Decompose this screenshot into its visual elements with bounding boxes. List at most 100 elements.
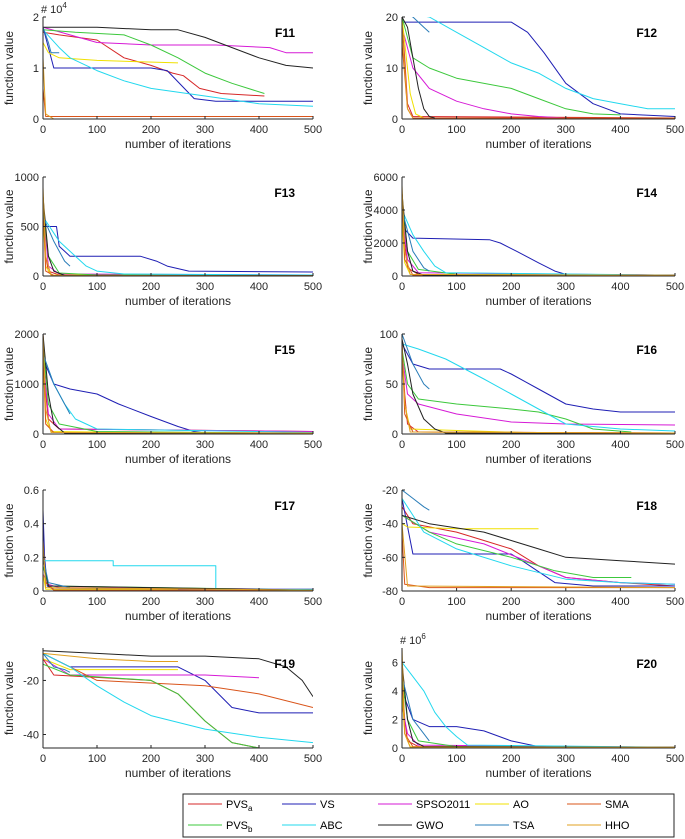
series-line-tsa — [43, 353, 71, 415]
y-tick-label: 0.6 — [24, 485, 39, 497]
panel-f16: 0 100 200 300 400 500 0 50 100 number of iteratio… — [361, 329, 684, 466]
series-line-gwo — [402, 338, 675, 434]
x-tick-label: 500 — [304, 753, 322, 765]
series-line-abc — [43, 29, 313, 107]
series-line-vs — [402, 226, 675, 276]
x-tick-label: 400 — [250, 753, 268, 765]
legend-frame — [182, 793, 675, 838]
series-line-tsa — [43, 27, 60, 54]
plot-area — [43, 334, 313, 434]
plot-area — [402, 334, 675, 434]
axis-multiplier: # 104 — [41, 1, 67, 16]
x-tick-label: 400 — [611, 281, 629, 293]
x-tick-label: 400 — [611, 596, 629, 608]
series-line-ao — [402, 17, 425, 119]
x-tick-label: 300 — [557, 439, 575, 451]
series-group — [43, 510, 313, 591]
y-tick-label: 20 — [386, 12, 398, 24]
x-tick-label: 500 — [304, 439, 322, 451]
panel-f15: 0 100 200 300 400 500 0 1000 2000 number of itera… — [2, 329, 322, 466]
x-tick-label: 200 — [142, 124, 160, 136]
panel-f11: 0 100 200 300 400 500 0 1 2 number of iterations f… — [2, 1, 322, 151]
series-line-tsa — [402, 490, 430, 511]
x-tick-label: 400 — [611, 124, 629, 136]
series-line-tsa — [411, 17, 430, 33]
legend-entry-label: SPSO2011 — [416, 799, 470, 811]
panel-f18: 0 100 200 300 400 500 -80 -60 -40 -20 number of it… — [361, 485, 684, 623]
x-tick-label: 300 — [196, 281, 214, 293]
y-tick-label: 0 — [33, 586, 39, 598]
y-tick-label: 50 — [386, 379, 398, 391]
x-tick-label: 500 — [304, 596, 322, 608]
y-tick-label: 0 — [33, 429, 39, 441]
series-line-hho — [43, 57, 313, 119]
y-tick-label: 0.4 — [24, 519, 39, 531]
x-axis-label: number of iterations — [125, 766, 231, 780]
legend-entry-label: TSA — [513, 820, 535, 832]
legend-entry-label: HHO — [605, 820, 630, 832]
legend-entry-label: PVSa — [226, 799, 253, 813]
panel-title: F12 — [636, 26, 657, 40]
x-tick-label: 100 — [88, 596, 106, 608]
x-tick-label: 300 — [196, 596, 214, 608]
panel-f14: 0 100 200 300 400 500 0 2000 4000 6000 number of i… — [361, 172, 684, 308]
x-tick-label: 200 — [142, 439, 160, 451]
plot-area — [43, 177, 313, 276]
y-tick-label: -20 — [23, 675, 39, 687]
y-tick-label: 0 — [33, 114, 39, 126]
x-tick-label: 300 — [557, 596, 575, 608]
x-axis-label: number of iterations — [485, 766, 591, 780]
y-tick-label: -40 — [382, 519, 398, 531]
series-line-abc — [402, 498, 675, 585]
x-tick-label: 500 — [304, 281, 322, 293]
y-tick-label: 2 — [392, 714, 398, 726]
axis-multiplier: # 106 — [400, 632, 426, 647]
x-tick-label: 200 — [502, 124, 520, 136]
series-line-ao — [43, 42, 179, 64]
y-tick-label: 10 — [386, 63, 398, 75]
y-tick-label: 0.2 — [24, 552, 39, 564]
y-tick-label: 0 — [33, 271, 39, 283]
x-axis-label: number of iterations — [485, 137, 591, 151]
series-line-vs — [43, 226, 313, 273]
panel-title: F14 — [636, 186, 657, 200]
y-axis-label: function value — [2, 347, 16, 421]
series-line-hho — [402, 27, 414, 119]
series-group — [402, 17, 675, 119]
series-line-pvsb — [43, 663, 260, 748]
x-tick-label: 0 — [40, 281, 46, 293]
y-tick-label: -80 — [382, 586, 398, 598]
plot-area — [43, 490, 313, 591]
series-line-abc — [426, 17, 675, 110]
series-line-hho — [43, 540, 313, 591]
y-tick-label: 0 — [392, 743, 398, 755]
x-tick-label: 200 — [502, 596, 520, 608]
series-line-abc — [402, 209, 675, 276]
x-tick-label: 0 — [399, 281, 405, 293]
series-line-sma — [43, 652, 313, 708]
series-group — [402, 490, 675, 589]
plot-area — [43, 648, 313, 748]
series-line-tsa — [402, 334, 430, 390]
series-group — [402, 334, 675, 434]
panel-f17: 0 100 200 300 400 500 0 0.2 0.4 0.6 number of iter… — [2, 485, 322, 623]
x-tick-label: 400 — [250, 596, 268, 608]
x-tick-label: 0 — [399, 753, 405, 765]
panel-f12: 0 100 200 300 400 500 0 10 20 number of iteration… — [361, 12, 684, 151]
x-tick-label: 400 — [250, 281, 268, 293]
series-line-pvsb — [402, 514, 632, 578]
y-tick-label: -40 — [23, 729, 39, 741]
x-tick-label: 300 — [557, 753, 575, 765]
x-tick-label: 100 — [447, 124, 465, 136]
x-tick-label: 100 — [88, 753, 106, 765]
series-line-spso2011 — [43, 26, 313, 54]
x-tick-label: 200 — [142, 281, 160, 293]
x-tick-label: 500 — [666, 124, 684, 136]
y-axis-label: function value — [2, 503, 16, 577]
series-line-sma — [43, 88, 313, 117]
series-group — [402, 185, 675, 276]
series-line-hho — [43, 334, 313, 434]
x-axis-label: number of iterations — [125, 294, 231, 308]
y-tick-label: 4 — [392, 686, 398, 698]
